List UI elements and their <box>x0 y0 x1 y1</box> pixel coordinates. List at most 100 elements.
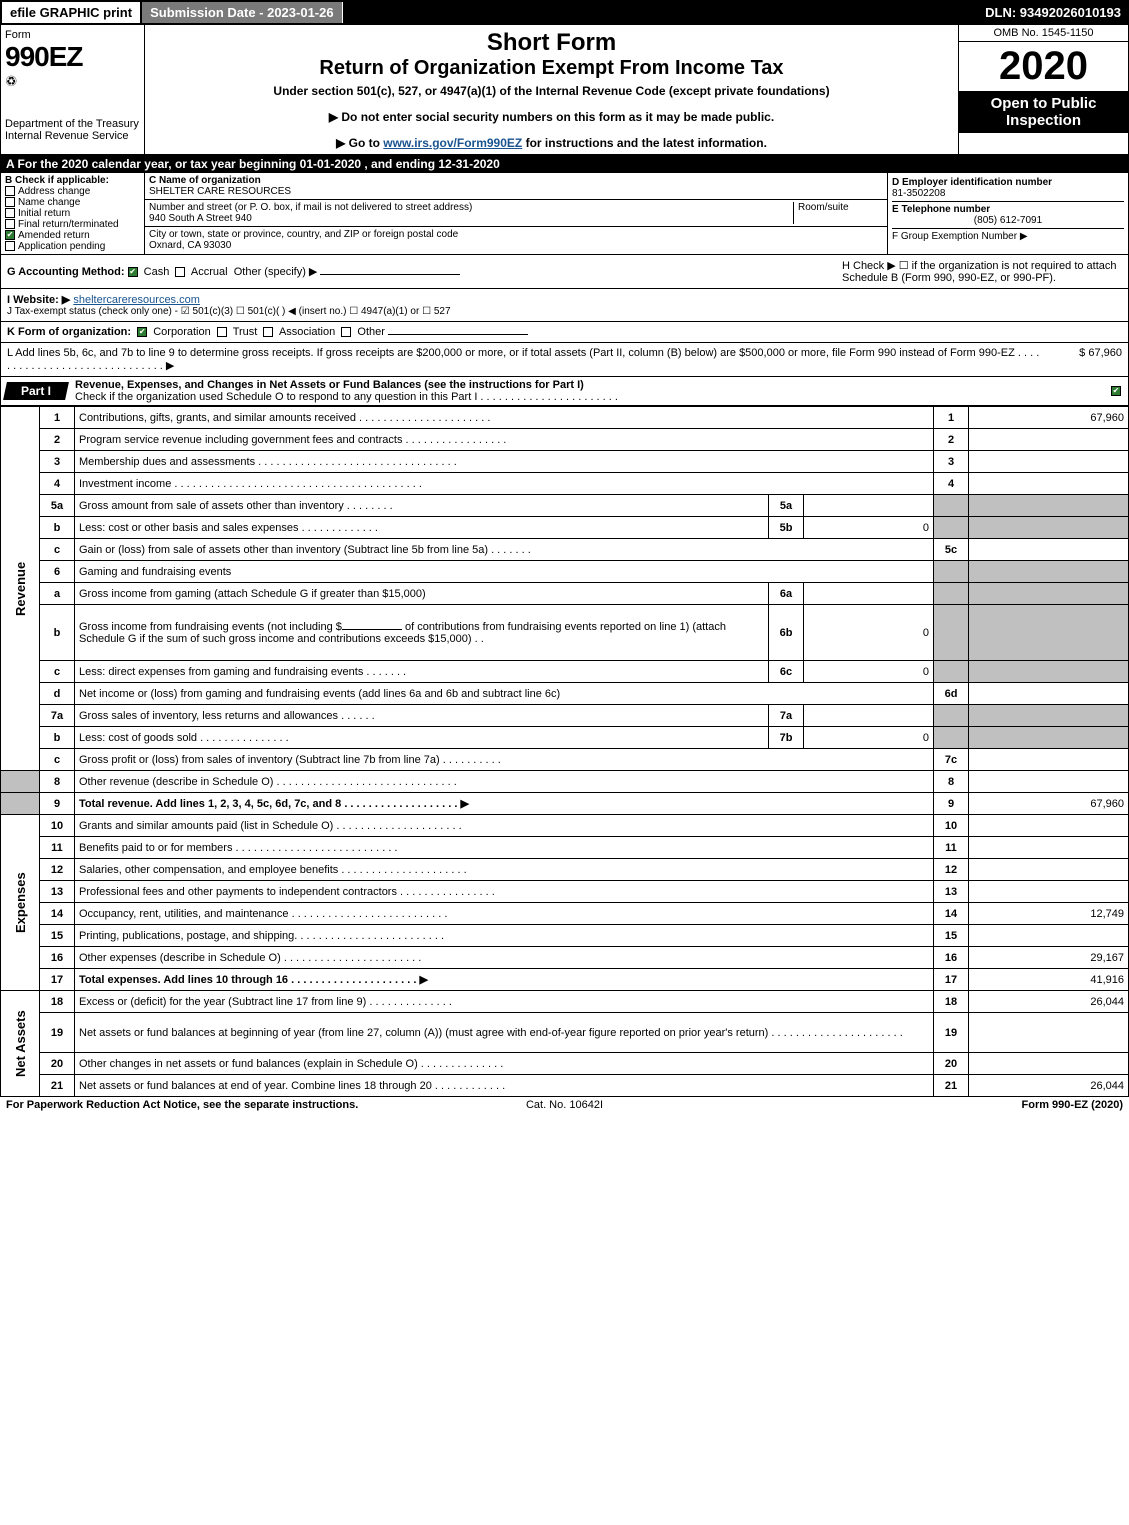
header-left: Form 990EZ ♽ Department of the Treasury … <box>1 25 145 154</box>
department: Department of the Treasury <box>5 118 140 130</box>
line-5b: bLess: cost or other basis and sales exp… <box>1 517 1129 539</box>
topbar: efile GRAPHIC print Submission Date - 20… <box>0 0 1129 25</box>
footer: For Paperwork Reduction Act Notice, see … <box>0 1097 1129 1113</box>
line-7a: 7aGross sales of inventory, less returns… <box>1 705 1129 727</box>
header-right: OMB No. 1545-1150 2020 Open to Public In… <box>958 25 1128 154</box>
section-a-bar: A For the 2020 calendar year, or tax yea… <box>0 155 1129 173</box>
chk-schedule-o[interactable] <box>1111 386 1121 396</box>
form-label: Form <box>5 29 140 41</box>
line-15: 15Printing, publications, postage, and s… <box>1 925 1129 947</box>
line-5a: 5aGross amount from sale of assets other… <box>1 495 1129 517</box>
line-3: 3Membership dues and assessments . . . .… <box>1 451 1129 473</box>
chk-initial[interactable]: Initial return <box>5 208 140 219</box>
website-link[interactable]: sheltercareresources.com <box>73 294 200 306</box>
goto-pre: ▶ Go to <box>336 136 383 150</box>
dln: DLN: 93492026010193 <box>977 2 1129 23</box>
netassets-rotate: Net Assets <box>1 991 40 1097</box>
street-label: Number and street (or P. O. box, if mail… <box>149 202 793 213</box>
goto-post: for instructions and the latest informat… <box>522 136 767 150</box>
line-1: Revenue 1Contributions, gifts, grants, a… <box>1 407 1129 429</box>
ein-label: D Employer identification number <box>892 177 1124 188</box>
row-i-j: I Website: ▶ sheltercareresources.com J … <box>0 289 1129 322</box>
street: 940 South A Street 940 <box>149 213 793 224</box>
row-h: H Check ▶ ☐ if the organization is not r… <box>842 259 1122 284</box>
org-name-row: C Name of organization SHELTER CARE RESO… <box>145 173 887 200</box>
chk-accrual[interactable] <box>175 267 185 277</box>
ein: 81-3502208 <box>892 188 1124 199</box>
line-19: 19Net assets or fund balances at beginni… <box>1 1013 1129 1053</box>
l-text: L Add lines 5b, 6c, and 7b to line 9 to … <box>7 347 1042 372</box>
under-section: Under section 501(c), 527, or 4947(a)(1)… <box>149 84 954 98</box>
k-label: K Form of organization: <box>7 326 131 338</box>
row-k: K Form of organization: Corporation Trus… <box>0 322 1129 343</box>
chk-corp[interactable] <box>137 327 147 337</box>
line-18: Net Assets 18Excess or (deficit) for the… <box>1 991 1129 1013</box>
form-number: 990EZ <box>5 41 140 73</box>
line-21: 21Net assets or fund balances at end of … <box>1 1075 1129 1097</box>
part1-header: Part I Revenue, Expenses, and Changes in… <box>0 377 1129 406</box>
city-row: City or town, state or province, country… <box>145 227 887 253</box>
line-7c: cGross profit or (loss) from sales of in… <box>1 749 1129 771</box>
line-6c: cLess: direct expenses from gaming and f… <box>1 661 1129 683</box>
line-6b: bGross income from fundraising events (n… <box>1 605 1129 661</box>
info-grid: B Check if applicable: Address change Na… <box>0 173 1129 255</box>
line-8: 8Other revenue (describe in Schedule O) … <box>1 771 1129 793</box>
telephone: (805) 612-7091 <box>892 215 1124 226</box>
chk-assoc[interactable] <box>263 327 273 337</box>
line-5c: cGain or (loss) from sale of assets othe… <box>1 539 1129 561</box>
i-label: I Website: ▶ <box>7 294 70 306</box>
line-6d: dNet income or (loss) from gaming and fu… <box>1 683 1129 705</box>
short-form-title: Short Form <box>149 29 954 57</box>
city-label: City or town, state or province, country… <box>149 229 883 240</box>
revenue-rotate: Revenue <box>1 407 40 771</box>
submission-date: Submission Date - 2023-01-26 <box>142 2 343 23</box>
chk-pending[interactable]: Application pending <box>5 241 140 252</box>
street-row: Number and street (or P. O. box, if mail… <box>145 200 887 227</box>
box-d: D Employer identification number 81-3502… <box>888 173 1128 254</box>
chk-final[interactable]: Final return/terminated <box>5 219 140 230</box>
footer-formno: Form 990-EZ (2020) <box>751 1099 1123 1111</box>
goto-link-row: ▶ Go to www.irs.gov/Form990EZ for instru… <box>149 136 954 150</box>
line-4: 4Investment income . . . . . . . . . . .… <box>1 473 1129 495</box>
part1-check: Check if the organization used Schedule … <box>75 391 618 403</box>
row-j: J Tax-exempt status (check only one) - ☑… <box>7 306 451 317</box>
room-label: Room/suite <box>798 202 883 213</box>
line-7b: bLess: cost of goods sold . . . . . . . … <box>1 727 1129 749</box>
return-title: Return of Organization Exempt From Incom… <box>149 57 954 80</box>
g-label: G Accounting Method: <box>7 266 125 278</box>
other-specify-input[interactable] <box>320 274 460 275</box>
chk-cash[interactable] <box>128 267 138 277</box>
row-g-h: G Accounting Method: Cash Accrual Other … <box>0 255 1129 289</box>
header-mid: Short Form Return of Organization Exempt… <box>145 25 958 154</box>
l-amount: $ 67,960 <box>1042 347 1122 372</box>
line-6: 6Gaming and fundraising events <box>1 561 1129 583</box>
box-b-label: B Check if applicable: <box>5 175 140 186</box>
irs-link[interactable]: www.irs.gov/Form990EZ <box>383 136 522 150</box>
chk-other[interactable] <box>341 327 351 337</box>
tel-label: E Telephone number <box>892 204 1124 215</box>
line-10: Expenses 10Grants and similar amounts pa… <box>1 815 1129 837</box>
part1-badge: Part I <box>3 382 69 400</box>
6b-amount-input[interactable] <box>342 629 402 630</box>
box-c: C Name of organization SHELTER CARE RESO… <box>145 173 888 254</box>
line-12: 12Salaries, other compensation, and empl… <box>1 859 1129 881</box>
efile-label[interactable]: efile GRAPHIC print <box>0 0 142 25</box>
line-17: 17Total expenses. Add lines 10 through 1… <box>1 969 1129 991</box>
org-name-label: C Name of organization <box>149 175 883 186</box>
chk-amended[interactable]: Amended return <box>5 230 140 241</box>
footer-left: For Paperwork Reduction Act Notice, see … <box>6 1099 378 1111</box>
part1-table: Revenue 1Contributions, gifts, grants, a… <box>0 406 1129 1097</box>
row-g: G Accounting Method: Cash Accrual Other … <box>7 265 822 278</box>
part1-title: Revenue, Expenses, and Changes in Net As… <box>75 379 584 391</box>
irs: Internal Revenue Service <box>5 130 140 142</box>
other-org-input[interactable] <box>388 334 528 335</box>
chk-address[interactable]: Address change <box>5 186 140 197</box>
chk-name[interactable]: Name change <box>5 197 140 208</box>
city: Oxnard, CA 93030 <box>149 240 883 251</box>
omb-number: OMB No. 1545-1150 <box>959 25 1128 42</box>
open-to-public: Open to Public Inspection <box>959 91 1128 133</box>
chk-trust[interactable] <box>217 327 227 337</box>
warn-ssn: ▶ Do not enter social security numbers o… <box>149 110 954 124</box>
recycle-icon: ♽ <box>5 73 140 90</box>
footer-cat: Cat. No. 10642I <box>378 1099 750 1111</box>
